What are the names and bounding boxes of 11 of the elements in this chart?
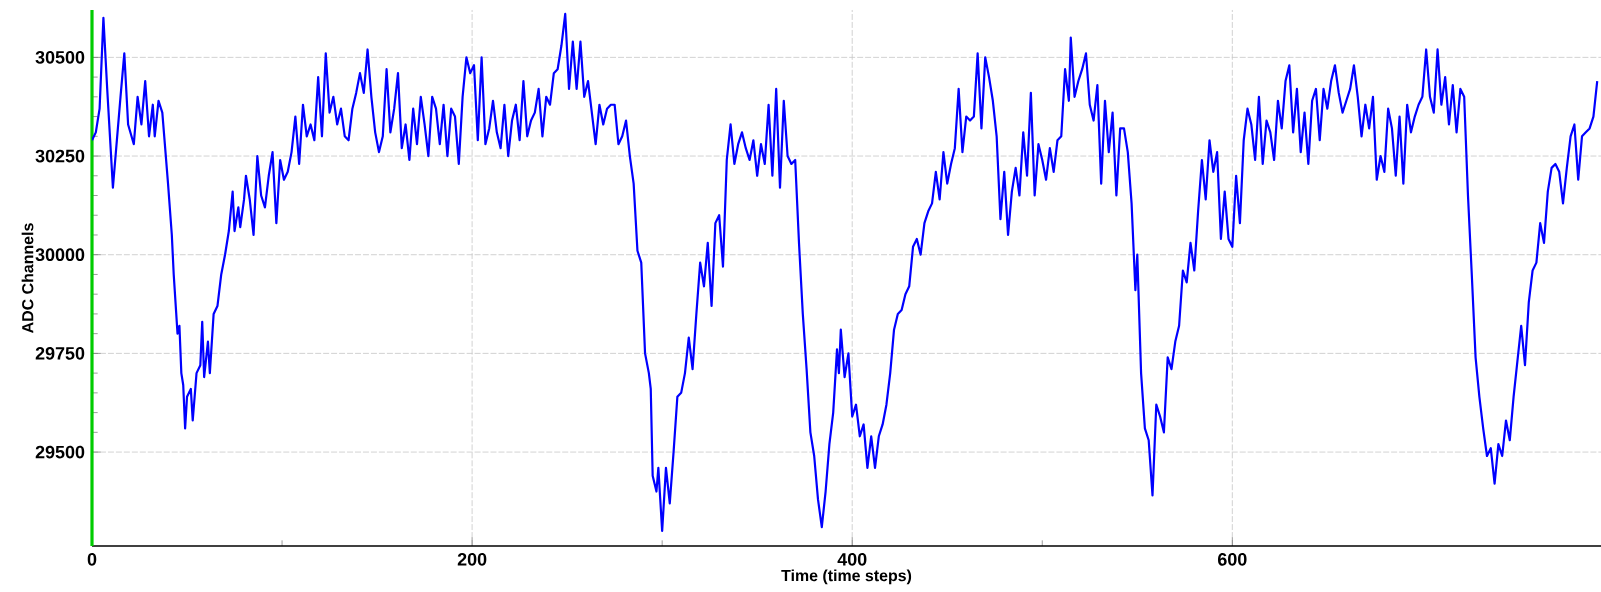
x-tick-label: 0 — [87, 553, 97, 566]
x-tick-label: 600 — [1218, 553, 1247, 566]
y-tick-label: 30250 — [35, 149, 85, 163]
x-tick-label: 400 — [837, 553, 867, 566]
y-tick-label: 29500 — [35, 445, 85, 459]
y-tick-label: 30000 — [35, 248, 85, 262]
y-tick-label: 29750 — [35, 347, 85, 360]
x-axis-title: Time (time steps) — [781, 569, 912, 585]
y-axis-title: ADC Channels — [21, 223, 34, 333]
x-tick-label: 200 — [457, 553, 487, 566]
y-tick-label: 30500 — [35, 50, 85, 64]
